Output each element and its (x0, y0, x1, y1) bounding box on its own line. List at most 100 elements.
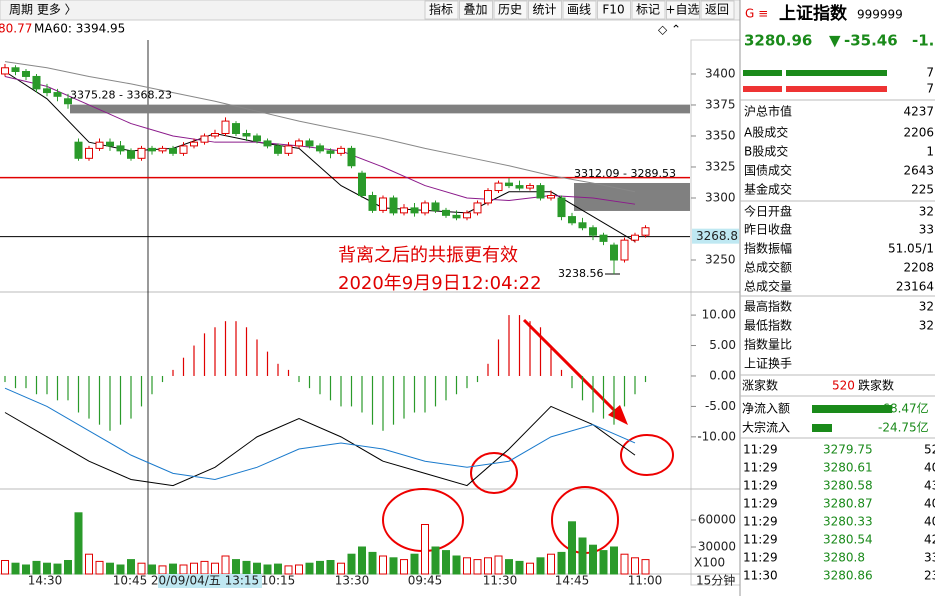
toolbar-button-label[interactable]: 历史 (498, 3, 522, 17)
quote-price: 3280.96 (744, 32, 812, 50)
y-tick-label: 3250 (705, 252, 736, 266)
row-label: 最高指数 (744, 299, 792, 314)
candle-body (253, 135, 261, 142)
y-tick-label: 60000 (698, 512, 736, 526)
volume-bar (43, 562, 51, 575)
trade-time: 11:29 (743, 479, 778, 493)
pressure-zone (70, 104, 690, 114)
toolbar-button-label[interactable]: 统计 (532, 3, 556, 17)
candle-body (547, 195, 555, 199)
candle-body (148, 147, 156, 152)
candle-body (284, 145, 293, 154)
cursor-time-box (158, 574, 262, 588)
row-value: 4237 (903, 105, 934, 119)
candle-body (1, 67, 9, 75)
volume-bar (85, 553, 93, 575)
volume-bar (452, 555, 461, 575)
volume-bar (200, 560, 209, 575)
volume-bar (368, 551, 377, 575)
quote-icon[interactable]: G ≡ (745, 7, 768, 21)
row-value: 225 (911, 183, 934, 197)
flow-value: -24.75亿 (878, 420, 929, 435)
advance-label: 涨家数 (742, 378, 778, 393)
volume-bar (1, 559, 9, 575)
quote-name: 上证指数 (779, 3, 848, 24)
y-tick-label: 3300 (705, 190, 736, 204)
toolbar-button-label[interactable]: 叠加 (463, 3, 487, 17)
volume-bar (232, 559, 240, 575)
volume-bar (599, 550, 608, 575)
volume-bar (610, 546, 618, 575)
toolbar-button[interactable] (666, 0, 700, 20)
candle-body (22, 70, 30, 77)
toolbar-button[interactable] (493, 0, 528, 20)
candle-body (589, 227, 597, 236)
bar-label: 7 (926, 82, 934, 96)
toolbar-button-label[interactable]: 返回 (705, 3, 729, 17)
trade-price: 3279.75 (823, 443, 873, 457)
volume-bar (505, 559, 513, 575)
volume-bar (379, 555, 387, 575)
volume-bar (620, 553, 629, 575)
row-value: 32 (919, 319, 934, 333)
annotation: 背离之后的共振更有效 (338, 245, 518, 266)
toolbar-left[interactable]: 周期 更多 〉 (9, 3, 77, 17)
candle-body (106, 141, 114, 147)
period-label[interactable]: 15分钟 (696, 573, 735, 588)
volume-bar (536, 557, 545, 575)
toolbar-button[interactable] (424, 0, 459, 20)
candle-body (316, 145, 324, 152)
flow-bar (812, 405, 892, 413)
candle-body (211, 133, 219, 137)
candle-body (127, 150, 135, 159)
low-label: 3238.56 (558, 267, 604, 280)
toolbar-button[interactable] (700, 0, 735, 20)
candle-body (74, 141, 83, 159)
row-label: B股成交 (744, 144, 788, 159)
toolbar-button[interactable] (597, 0, 631, 20)
toolbar-button[interactable] (562, 0, 597, 20)
trade-price: 3280.54 (823, 533, 873, 547)
candle-body (536, 185, 545, 199)
toolbar-button-label[interactable]: 画线 (567, 3, 591, 17)
toolbar-button[interactable] (528, 0, 562, 20)
y-tick-label: 5.00 (709, 338, 736, 352)
trade-price: 3280.86 (823, 569, 873, 583)
toolbar-button[interactable] (459, 0, 493, 20)
volume-bar (64, 559, 72, 575)
trade-time: 11:29 (743, 515, 778, 529)
volume-bar (263, 564, 272, 575)
toolbar-button-label[interactable]: 标记 (636, 3, 660, 17)
volume-bar (221, 555, 230, 575)
trade-price: 3280.33 (823, 515, 873, 529)
volume-bar (568, 521, 576, 575)
toolbar-button-label[interactable]: +自选 (665, 3, 699, 17)
volume-bar (631, 557, 639, 575)
candle-body (347, 147, 356, 167)
toolbar-button-label[interactable]: F10 (602, 3, 624, 17)
ui-icons[interactable]: ◇ ⌃ (658, 23, 681, 37)
trade-volume: 43 (924, 479, 935, 493)
y-tick-label: -5.00 (705, 399, 736, 413)
candle-body (358, 172, 366, 197)
toolbar-button-label[interactable]: 指标 (429, 2, 453, 17)
row-value: 32 (919, 205, 934, 219)
candle-body (452, 214, 461, 219)
candle-body (410, 207, 419, 214)
volume-bar (358, 546, 366, 575)
volume-bar (431, 546, 440, 575)
advance-value: 520 (832, 379, 855, 393)
volume-bar (557, 551, 566, 575)
volume-bar (253, 562, 261, 575)
flow-label: 大宗流入 (742, 420, 790, 435)
candle-body (32, 75, 41, 90)
toolbar-button[interactable] (631, 0, 666, 20)
quote-code: 999999 (857, 8, 903, 22)
trade-time: 11:29 (743, 443, 778, 457)
candle-body (232, 123, 240, 135)
candle-body (505, 182, 513, 187)
trade-volume: 40 (924, 497, 935, 511)
x-tick-label: 10:15 (261, 574, 296, 588)
candle-body (179, 145, 188, 154)
flow-label: 净流入额 (742, 402, 790, 416)
